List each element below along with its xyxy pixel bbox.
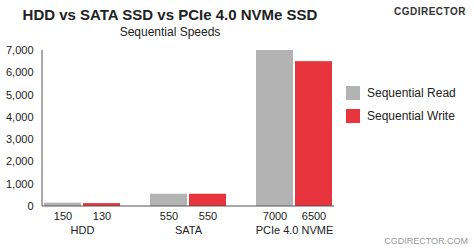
svg-text:HDD: HDD bbox=[71, 224, 95, 236]
svg-text:1,000: 1,000 bbox=[6, 178, 34, 190]
html-text:CGDIRECTOR.COM: CGDIRECTOR.COM bbox=[384, 236, 468, 246]
svg-text:6,000: 6,000 bbox=[6, 66, 34, 78]
svg-text:130: 130 bbox=[93, 210, 111, 222]
svg-text:0: 0 bbox=[27, 200, 33, 212]
svg-text:SATA: SATA bbox=[175, 224, 203, 236]
svg-text:PCIe 4.0 NVME: PCIe 4.0 NVME bbox=[256, 224, 334, 236]
svg-text:7000: 7000 bbox=[263, 210, 287, 222]
html-text:Sequential Read: Sequential Read bbox=[367, 86, 456, 100]
svg-text:3,000: 3,000 bbox=[6, 133, 34, 145]
svg-text:4,000: 4,000 bbox=[6, 111, 34, 123]
html-text:Sequential Speeds: Sequential Speeds bbox=[119, 25, 221, 39]
html-text:CGDIRECTOR: CGDIRECTOR bbox=[394, 6, 466, 17]
svg-text:150: 150 bbox=[54, 210, 72, 222]
svg-text:5,000: 5,000 bbox=[6, 89, 34, 101]
svg-text:550: 550 bbox=[199, 210, 217, 222]
html-text:HDD vs SATA SSD vs PCIe 4.0 NV: HDD vs SATA SSD vs PCIe 4.0 NVMe SSD bbox=[22, 6, 318, 23]
svg-text:6500: 6500 bbox=[302, 210, 326, 222]
svg-text:550: 550 bbox=[160, 210, 178, 222]
html-text:Sequential Write: Sequential Write bbox=[367, 109, 455, 123]
svg-text:2,000: 2,000 bbox=[6, 155, 34, 167]
svg-text:7,000: 7,000 bbox=[6, 44, 34, 56]
